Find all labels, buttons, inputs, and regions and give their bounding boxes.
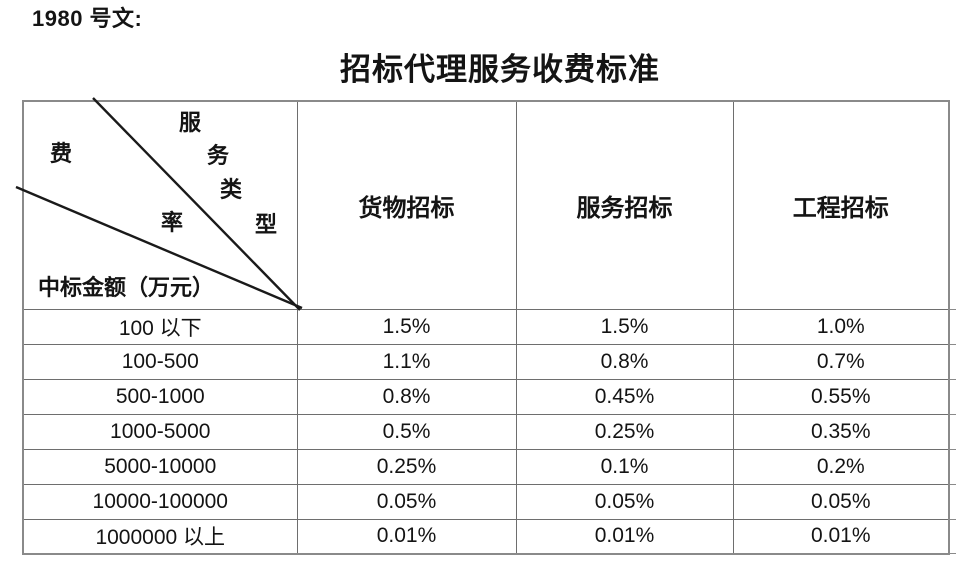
row-label: 100-500 [22,343,298,380]
table-row: 1000-5000 0.5% 0.25% 0.35% [22,413,957,450]
corner-char-service-4: 型 [255,212,278,237]
fee-value-cell: 0.05% [515,483,734,520]
fee-value-cell: 1.5% [515,308,734,345]
fee-value-cell: 0.8% [515,343,734,380]
fee-value-cell: 0.2% [732,448,957,485]
title-wrap: 招标代理服务收费标准 [0,44,976,89]
table-row: 100 以下 1.5% 1.5% 1.0% [22,308,957,345]
fee-value-cell: 0.35% [732,413,957,450]
row-label: 100 以下 [22,308,298,345]
table-row: 1000000 以上 0.01% 0.01% 0.01% [22,518,957,555]
corner-char-service-1: 服 [179,110,202,135]
column-header-services: 服务招标 [515,100,734,310]
corner-char-service-3: 类 [220,177,243,202]
diagonal-divider-lines [15,97,303,311]
row-label: 1000-5000 [22,413,298,450]
page-title: 招标代理服务收费标准 [340,52,660,87]
fee-value-cell: 0.45% [515,378,734,415]
fee-value-cell: 0.55% [732,378,957,415]
table-header-row: 费 率 服 务 类 型 中标金额（万元） 货物招标 服务招标 工程招标 [15,97,957,311]
fee-value-cell: 1.5% [296,308,517,345]
fee-value-cell: 0.01% [515,518,734,555]
table-row: 100-500 1.1% 0.8% 0.7% [22,343,957,380]
fee-value-cell: 0.25% [515,413,734,450]
fee-value-cell: 0.01% [296,518,517,555]
row-label: 10000-100000 [22,483,298,520]
fee-value-cell: 0.05% [296,483,517,520]
corner-char-fee: 费 [50,141,73,166]
table-row: 5000-10000 0.25% 0.1% 0.2% [22,448,957,485]
fee-value-cell: 0.7% [732,343,957,380]
fee-value-cell: 0.8% [296,378,517,415]
fee-value-cell: 1.0% [732,308,957,345]
corner-char-service-2: 务 [207,143,230,168]
fee-value-cell: 0.1% [515,448,734,485]
row-label: 500-1000 [22,378,298,415]
row-axis-label: 中标金额（万元） [38,275,215,300]
column-header-engineering: 工程招标 [732,100,957,310]
column-header-goods: 货物招标 [296,100,517,310]
fee-table: 费 率 服 务 类 型 中标金额（万元） 货物招标 服务招标 工程招标 100 … [15,97,957,555]
row-label: 5000-10000 [22,448,298,485]
fee-value-cell: 1.1% [296,343,517,380]
table-row: 10000-100000 0.05% 0.05% 0.05% [22,483,957,520]
fee-value-cell: 0.01% [732,518,957,555]
doc-number: 1980 号文: [32,6,143,31]
fee-value-cell: 0.5% [296,413,517,450]
row-label: 1000000 以上 [22,518,298,555]
corner-char-rate: 率 [161,210,184,235]
corner-header-cell: 费 率 服 务 类 型 中标金额（万元） [15,97,303,311]
fee-value-cell: 0.25% [296,448,517,485]
table-row: 500-1000 0.8% 0.45% 0.55% [22,378,957,415]
fee-value-cell: 0.05% [732,483,957,520]
